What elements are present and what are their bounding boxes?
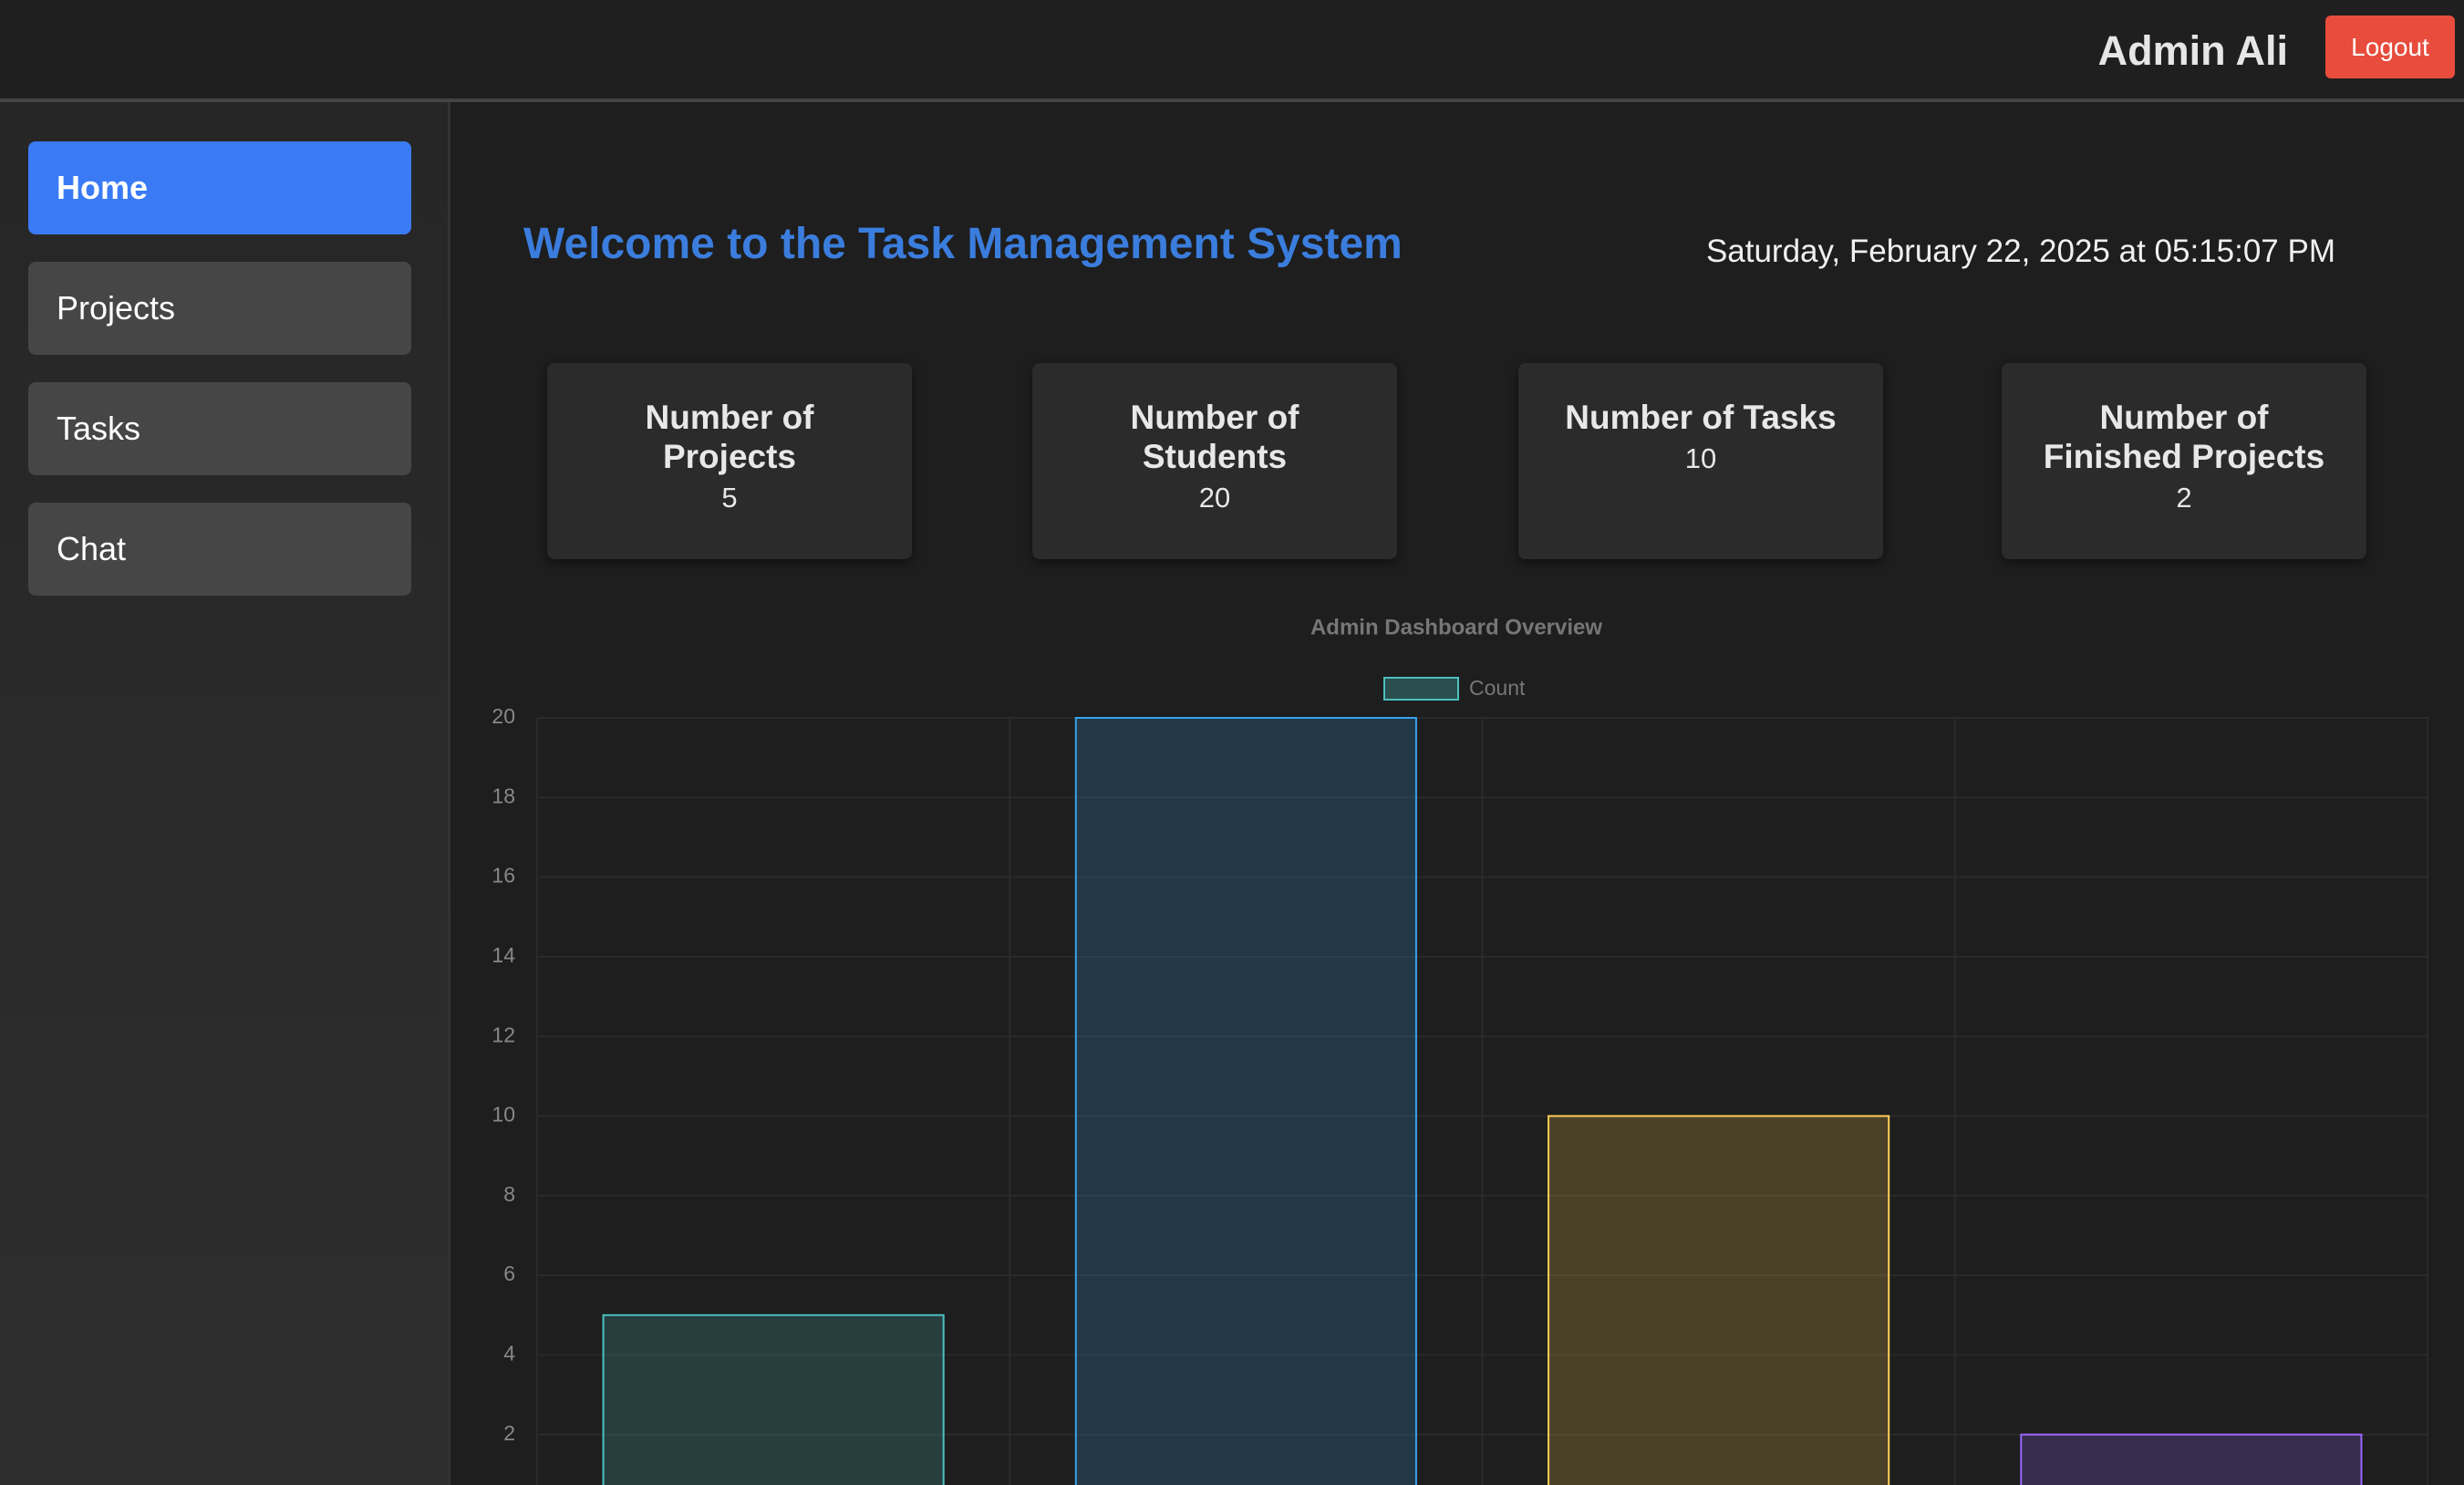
sidebar: Home Projects Tasks Chat [0,102,450,1485]
y-tick-label: 4 [503,1341,515,1365]
y-tick-label: 10 [492,1103,515,1127]
y-tick-label: 8 [503,1182,515,1206]
legend-swatch [1383,677,1459,701]
bar [1074,717,1417,1485]
y-tick-label: 14 [492,943,515,967]
nav-item[interactable]: Tasks [28,382,411,475]
welcome-title: Welcome to the Task Management System [523,220,1403,268]
stat-card: Number of Projects 5 [547,363,912,559]
card-title: Number of Students [1130,399,1299,475]
datetime: Saturday, February 22, 2025 at 05:15:07 … [1705,234,2335,269]
logout-button[interactable]: Logout [2325,16,2455,78]
card-title: Number of Tasks [1565,399,1837,436]
y-tick-label: 18 [492,784,515,807]
stat-card: Number of Students 20 [1032,363,1397,559]
user-name: Admin Ali [2097,27,2288,74]
stat-card: Number of Tasks 10 [1518,363,1883,559]
nav-item[interactable]: Projects [28,262,411,355]
nav-item[interactable]: Chat [28,503,411,596]
card-value: 10 [1684,442,1717,474]
card-title: Number of Finished Projects [2043,399,2325,475]
y-tick-label: 16 [492,864,515,888]
header: Admin Ali Logout [0,0,2464,102]
stat-card: Number of Finished Projects 2 [2002,363,2366,559]
card-title: Number of Projects [645,399,814,475]
y-tick-label: 20 [492,704,515,728]
bar [1548,1115,1890,1485]
bar [602,1314,945,1485]
y-tick-label: 6 [503,1262,515,1285]
chart-title: Admin Dashboard Overview [1310,615,1602,639]
card-value: 5 [721,482,738,514]
bar [2020,1433,2363,1485]
nav-item[interactable]: Home [28,141,411,234]
card-value: 20 [1198,482,1231,514]
legend-label: Count [1469,676,1526,700]
y-tick-label: 12 [492,1023,515,1046]
card-value: 2 [2176,482,2192,514]
y-tick-label: 2 [503,1421,515,1445]
